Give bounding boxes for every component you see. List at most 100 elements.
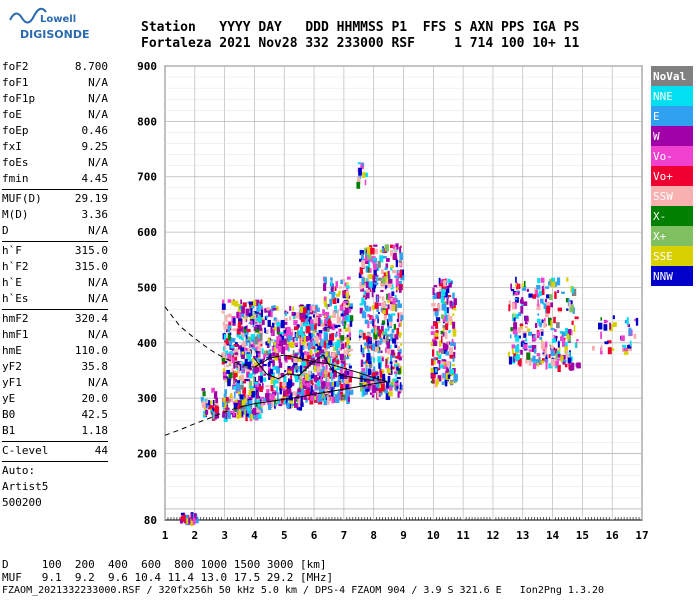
param-label: M(D) — [2, 208, 29, 221]
echo-point — [280, 372, 285, 378]
echo-point — [263, 355, 266, 360]
echo-point — [516, 283, 519, 290]
echo-point — [284, 370, 287, 373]
echo-point — [533, 348, 537, 354]
echo-point — [449, 361, 452, 369]
echo-point — [386, 357, 390, 360]
echo-point — [541, 329, 544, 336]
echo-point — [201, 388, 206, 391]
echo-point — [508, 356, 513, 365]
echo-point — [380, 350, 383, 354]
echo-point — [566, 333, 570, 340]
echo-point — [360, 359, 364, 368]
echo-point — [329, 334, 332, 338]
echo-point — [362, 163, 365, 167]
echo-point — [282, 326, 286, 331]
echo-point — [536, 331, 541, 337]
echo-point — [600, 344, 603, 351]
echo-point — [240, 310, 245, 318]
echo-point — [275, 346, 280, 353]
echo-point — [227, 299, 232, 303]
echo-point — [449, 381, 451, 384]
echo-point — [316, 356, 321, 364]
echo-point — [253, 376, 256, 384]
echo-point — [342, 396, 345, 399]
param-value: 8.700 — [74, 60, 108, 73]
legend-swatch — [651, 186, 693, 206]
echo-point — [557, 364, 561, 372]
echo-point — [519, 299, 524, 304]
echo-point — [508, 300, 512, 309]
echo-point — [440, 296, 444, 304]
legend-swatch — [651, 86, 693, 106]
echo-point — [279, 388, 283, 395]
echo-point — [292, 391, 297, 396]
echo-point — [377, 316, 379, 324]
echo-point — [442, 363, 447, 369]
echo-point — [307, 316, 312, 325]
echo-point — [293, 403, 299, 408]
echo-point — [358, 272, 362, 279]
echo-point — [395, 243, 399, 250]
echo-point — [324, 359, 327, 364]
echo-point — [550, 328, 555, 331]
echo-point — [391, 313, 396, 316]
echo-point — [553, 348, 558, 355]
echo-point — [375, 382, 380, 389]
echo-point — [568, 301, 571, 308]
echo-point — [364, 319, 369, 325]
echo-point — [514, 298, 518, 301]
echo-point — [325, 318, 329, 322]
echo-point — [292, 315, 296, 320]
echo-point — [566, 353, 570, 359]
echo-point — [553, 329, 557, 333]
param-label: yF1 — [2, 376, 22, 389]
echo-point — [393, 355, 396, 359]
echo-point — [438, 277, 441, 286]
echo-point — [271, 345, 276, 352]
echo-point — [445, 367, 449, 373]
echo-point — [385, 364, 390, 369]
echo-point — [188, 518, 191, 525]
echo-point — [301, 361, 307, 366]
echo-point — [513, 312, 515, 318]
echo-point — [545, 341, 548, 348]
echo-point — [378, 380, 382, 384]
echo-point — [341, 359, 346, 365]
echo-point — [265, 385, 270, 388]
echo-point — [360, 344, 363, 353]
echo-point — [237, 367, 241, 374]
echo-point — [294, 342, 299, 346]
echo-point — [301, 353, 306, 359]
echo-point — [435, 368, 438, 373]
echo-point — [377, 260, 381, 268]
echo-point — [453, 342, 456, 347]
echo-point — [256, 392, 259, 396]
echo-point — [367, 320, 370, 329]
echo-point — [222, 368, 226, 373]
legend-swatch — [651, 66, 693, 86]
echo-point — [437, 293, 440, 297]
echo-point — [369, 376, 372, 380]
echo-point — [308, 361, 312, 365]
echo-point — [238, 345, 242, 350]
echo-point — [260, 343, 263, 347]
echo-point — [532, 337, 537, 341]
echo-point — [449, 351, 454, 359]
echo-point — [541, 340, 543, 343]
echo-point — [301, 342, 305, 351]
echo-point — [382, 256, 387, 259]
echo-point — [323, 345, 328, 352]
echo-point — [362, 361, 367, 365]
echo-point — [245, 378, 249, 381]
echo-point — [323, 319, 327, 324]
echo-point — [330, 333, 335, 341]
echo-point — [513, 355, 516, 363]
echo-point — [557, 353, 561, 358]
echo-point — [304, 396, 307, 400]
echo-point — [334, 394, 339, 398]
echo-point — [246, 378, 251, 382]
legend-label: Vo+ — [653, 170, 673, 183]
echo-point — [373, 332, 378, 340]
echo-point — [303, 307, 307, 314]
